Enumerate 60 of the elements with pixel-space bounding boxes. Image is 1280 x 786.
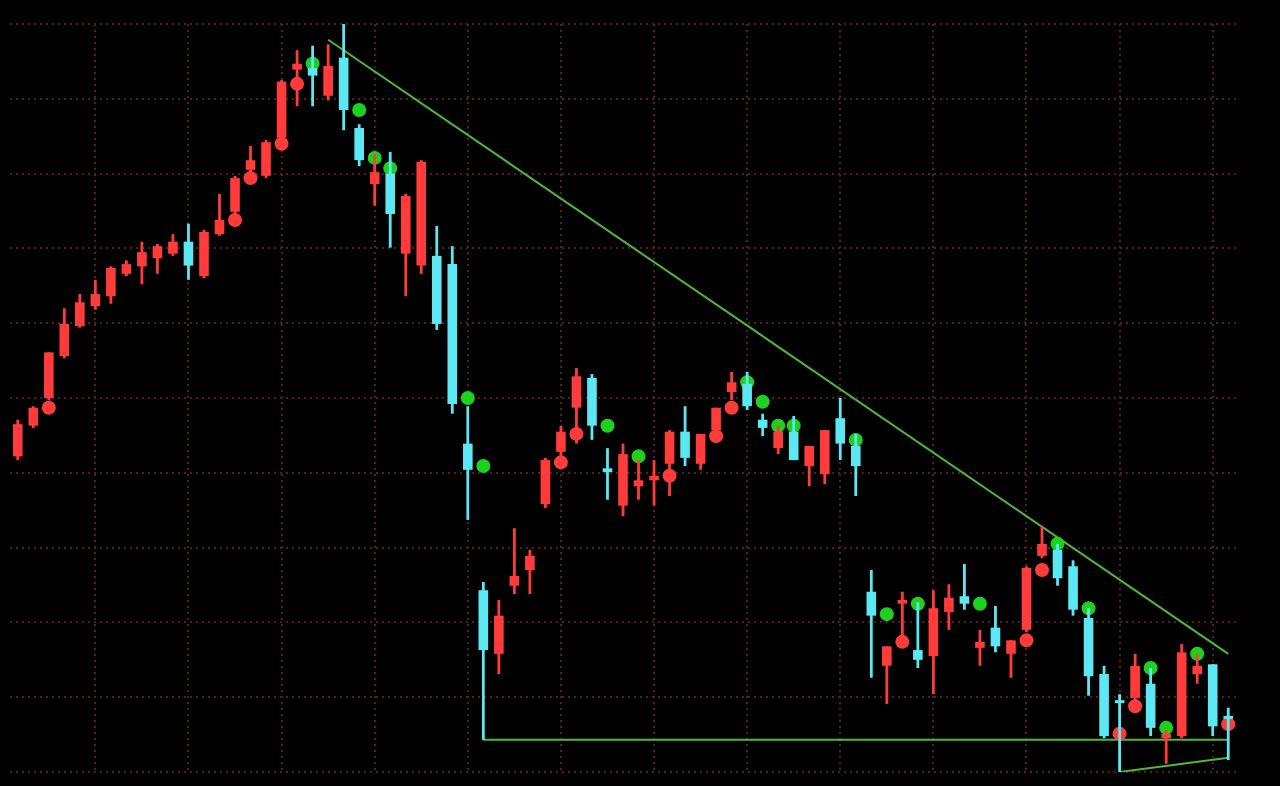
candlestick: [494, 598, 504, 676]
candlestick: [292, 48, 302, 108]
point: [600, 418, 615, 433]
point: [631, 449, 646, 464]
candlestick: [28, 404, 39, 430]
candlestick: [261, 138, 271, 180]
candlestick: [183, 222, 194, 282]
candlestick: [804, 444, 815, 488]
candlestick: [928, 588, 939, 696]
candlestick: [990, 604, 1001, 654]
candlestick: [152, 242, 163, 276]
point: [972, 596, 987, 611]
point: [476, 459, 491, 474]
candlestick: [944, 582, 954, 632]
point: [243, 171, 258, 186]
candlestick: [680, 404, 690, 468]
point: [228, 212, 243, 227]
candlestick: [1037, 524, 1047, 560]
candlestick: [602, 446, 613, 502]
candlestick: [540, 456, 551, 510]
point: [879, 607, 894, 622]
candlestick: [1068, 558, 1078, 618]
candlestick: [59, 306, 70, 360]
point: [352, 103, 367, 118]
candlestick: [106, 264, 116, 306]
candlestick: [742, 370, 752, 412]
candlestick: [975, 628, 985, 668]
point: [755, 394, 770, 409]
point: [724, 400, 739, 415]
candlestick: [168, 232, 178, 258]
candlestick: [12, 418, 23, 462]
candlestick: [199, 228, 209, 280]
candlestick: [137, 240, 147, 286]
candlestick: [509, 526, 520, 596]
candlestick: [323, 42, 333, 102]
candlestick: [866, 568, 877, 680]
point: [1019, 633, 1034, 648]
point: [1128, 699, 1143, 714]
candlestick: [959, 562, 970, 612]
candlestick: [463, 404, 473, 522]
point: [460, 391, 475, 405]
candlestick: [882, 644, 892, 706]
candlestick: [695, 432, 706, 472]
point: [895, 634, 910, 649]
candlestick: [757, 412, 768, 438]
candlestick: [90, 278, 101, 312]
candlestick: [75, 292, 85, 330]
candlestick: [913, 600, 923, 670]
candlestick: [525, 548, 535, 596]
candlestick: [819, 428, 830, 486]
point: [709, 429, 724, 444]
point: [41, 400, 56, 415]
point: [1035, 563, 1050, 578]
candlestick: [214, 192, 225, 238]
candlestick: [649, 458, 659, 508]
candlestick: [354, 122, 364, 168]
candlestick: [1006, 638, 1016, 680]
candlestick: [835, 396, 846, 462]
point: [274, 136, 289, 151]
candlestick: [587, 372, 597, 442]
